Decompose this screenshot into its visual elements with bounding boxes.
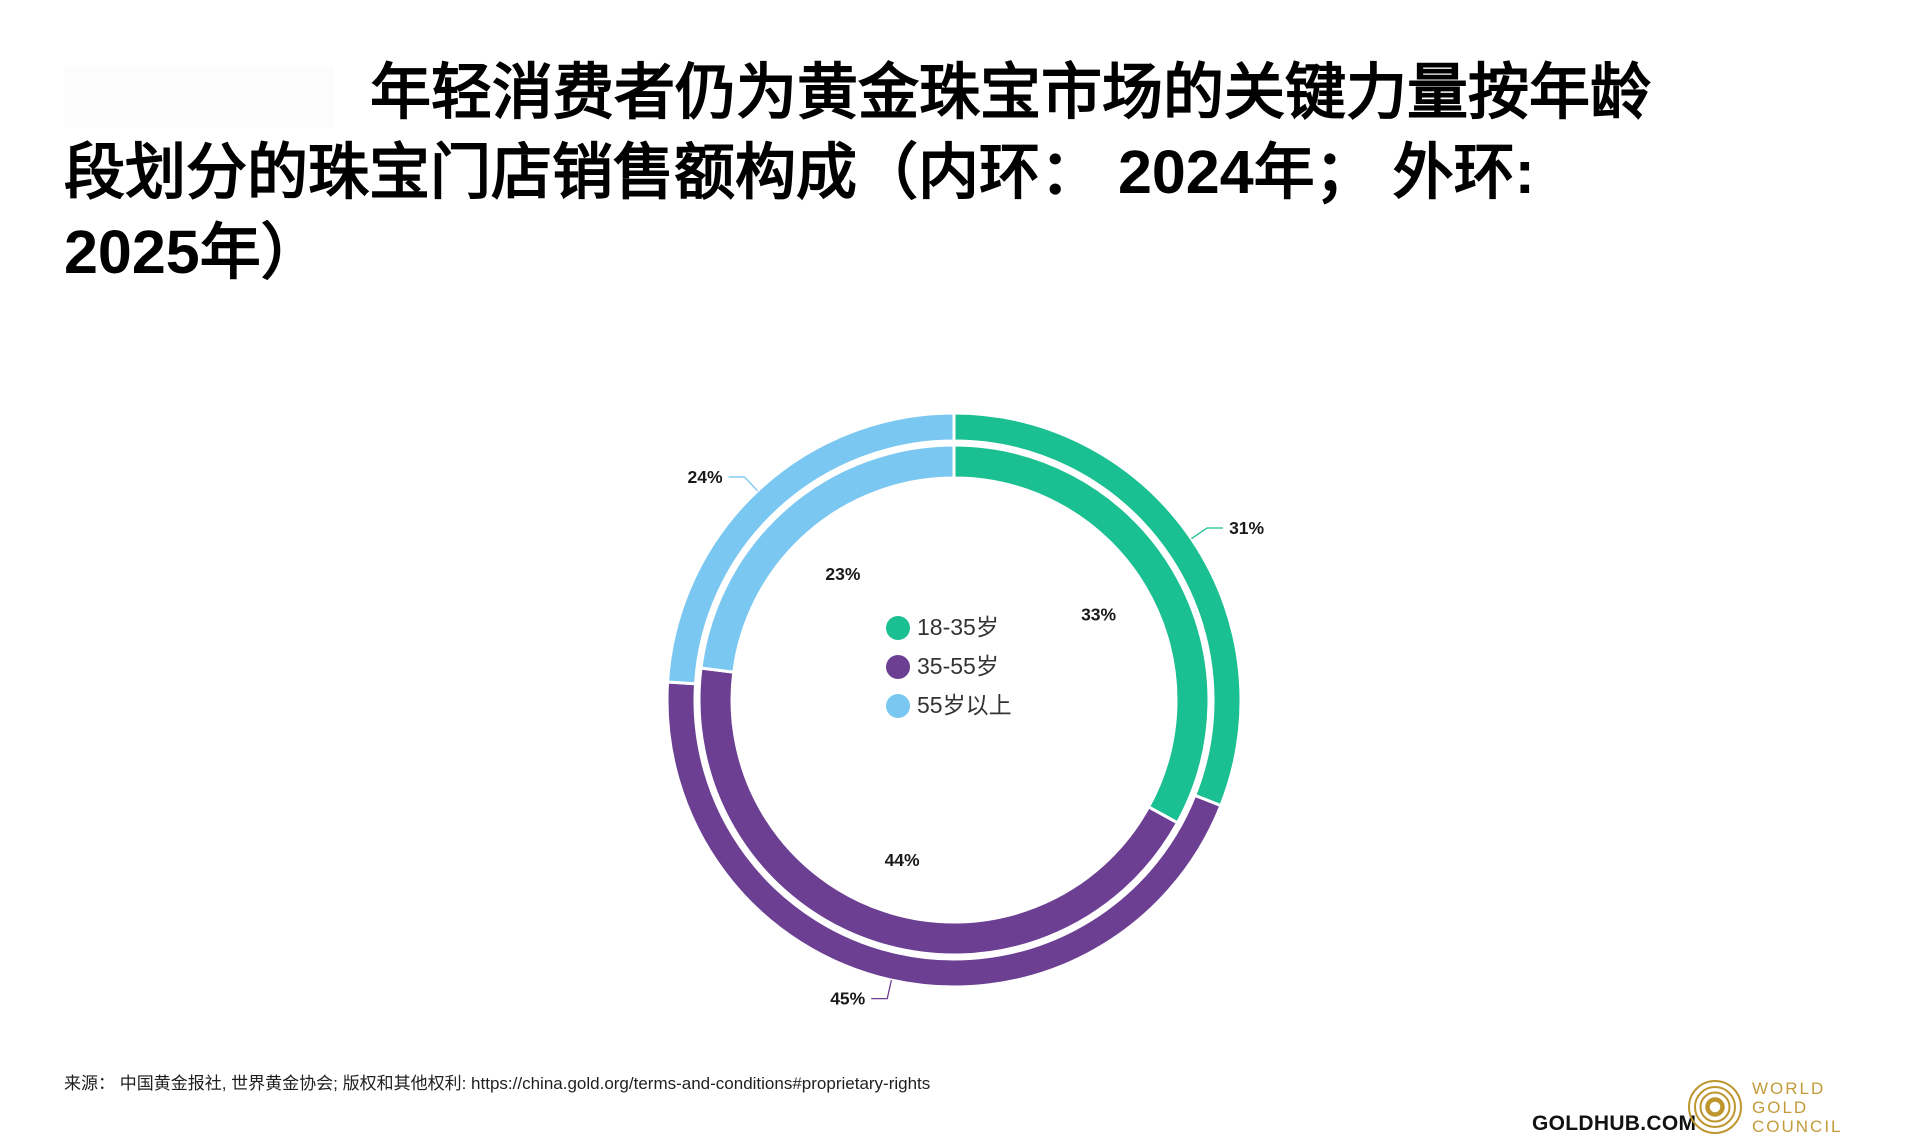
legend-swatch-icon (886, 654, 910, 679)
legend-label: 35-55岁 (917, 653, 999, 679)
inner-ring-label-18-35岁: 33% (1081, 604, 1116, 624)
donut-segment-outer-55岁以上[interactable] (665, 411, 956, 686)
source-note: 来源： 中国黄金报社, 世界黄金协会; 版权和其他权利: https://chi… (64, 1074, 931, 1093)
wgc-logo-text: WORLD GOLD COUNCIL (1752, 1079, 1843, 1136)
wgc-logo: WORLD GOLD COUNCIL (1686, 1078, 1843, 1136)
title-line-3: 2025年） (64, 218, 322, 286)
outer-ring-label-18-35岁: 31% (1229, 518, 1264, 538)
wgc-logo-line-2: GOLD (1752, 1097, 1809, 1117)
title-line-1: 年轻消费者仍为黄金珠宝市场的关键力量按年龄 (370, 58, 1652, 126)
title-line-2: 段划分的珠宝门店销售额构成（内环： 2024年； 外环: (64, 138, 1535, 206)
chart-title: 年轻消费者仍为黄金珠宝市场的关键力量按年龄 段划分的珠宝门店销售额构成（内环： … (64, 52, 1651, 292)
wgc-logo-line-1: WORLD (1752, 1078, 1826, 1098)
chart-legend: 18-35岁 35-55岁 55岁以上 (886, 608, 1012, 725)
label-leader-line-18-35岁 (1191, 527, 1224, 540)
legend-swatch-icon (886, 615, 910, 640)
inner-ring-label-55岁以上: 23% (825, 564, 860, 584)
donut-segment-inner-55岁以上[interactable] (699, 443, 956, 674)
outer-ring-label-35-55岁: 45% (830, 989, 865, 1009)
legend-item-35-55岁[interactable]: 35-55岁 (886, 647, 1012, 686)
legend-item-18-35岁[interactable]: 18-35岁 (886, 608, 1012, 647)
outer-ring-label-55岁以上: 24% (687, 467, 722, 487)
wgc-rings-icon (1688, 1080, 1742, 1134)
legend-label: 18-35岁 (917, 614, 999, 640)
legend-label: 55岁以上 (917, 692, 1012, 718)
legend-swatch-icon (886, 693, 910, 718)
wgc-logo-line-3: COUNCIL (1752, 1116, 1843, 1136)
inner-ring-label-35-55岁: 44% (885, 850, 920, 870)
label-leader-line-55岁以上 (728, 476, 759, 492)
masked-figure-label (64, 66, 334, 127)
legend-item-55岁以上[interactable]: 55岁以上 (886, 686, 1012, 725)
label-leader-line-35-55岁 (871, 979, 893, 1000)
goldhub-wordmark: GOLDHUB.COM (1532, 1112, 1697, 1135)
